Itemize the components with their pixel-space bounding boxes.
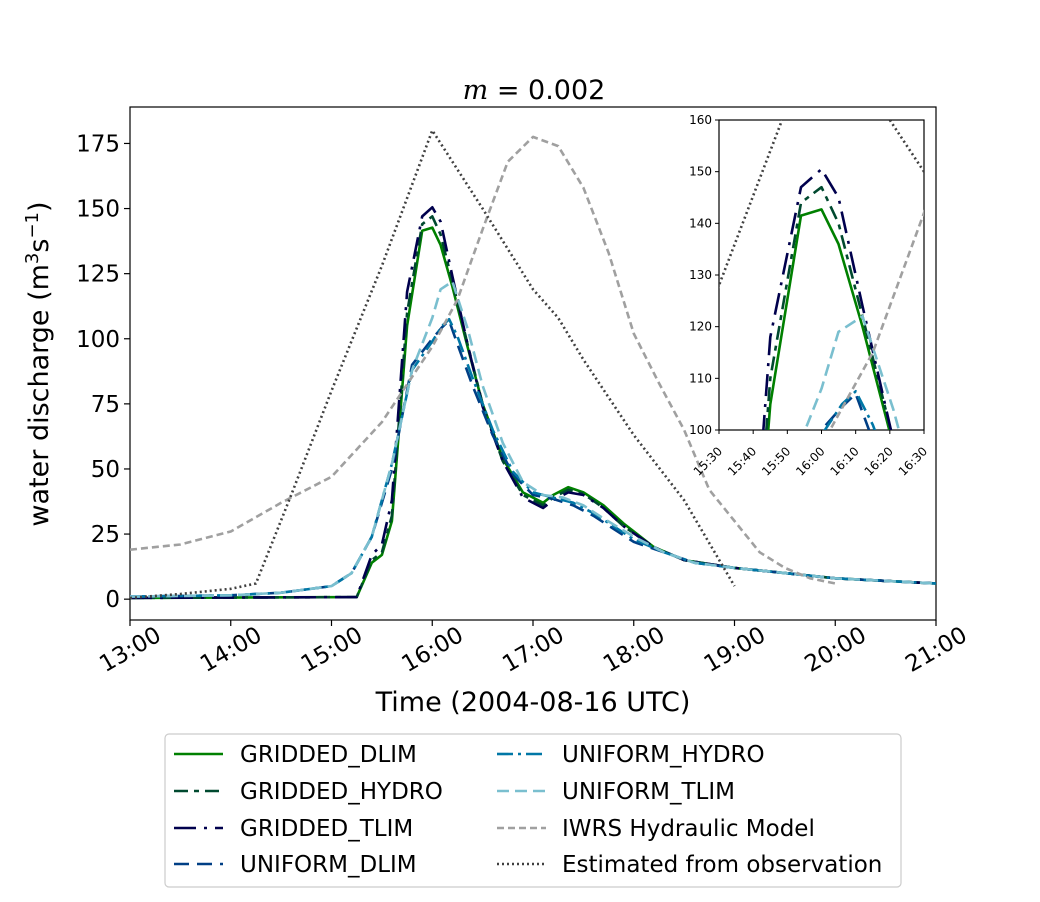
legend-label-gridded-tlim: GRIDDED_TLIM <box>240 816 413 842</box>
inset-y-tick-label: 150 <box>689 165 712 179</box>
legend-label-uniform-hydro: UNIFORM_HYDRO <box>562 742 765 768</box>
x-tick-label: 20:00 <box>801 622 871 678</box>
legend-label-uniform-dlim: UNIFORM_DLIM <box>240 852 417 878</box>
main-plot-lines <box>130 129 936 600</box>
y-axis-title-sup1: 3 <box>22 253 43 264</box>
x-tick-label: 18:00 <box>599 622 669 678</box>
main-x-axis-ticks: 13:00 14:00 15:00 16:00 17:00 18:00 19:00 20:00… <box>95 620 972 678</box>
legend-label-uniform-tlim: UNIFORM_TLIM <box>562 779 735 805</box>
y-tick-label: 50 <box>91 457 120 483</box>
legend-label-iwrs-hydraulic-model: IWRS Hydraulic Model <box>562 816 815 842</box>
inset-y-axis-ticks: 100 110 120 130 140 150 160 <box>689 113 719 437</box>
legend-label-gridded-hydro: GRIDDED_HYDRO <box>240 779 443 805</box>
x-tick-label: 21:00 <box>901 622 971 678</box>
y-tick-label: 150 <box>76 197 120 223</box>
y-axis-title-suffix: ) <box>24 201 55 212</box>
x-tick-label: 19:00 <box>700 622 770 678</box>
x-tick-label: 16:00 <box>398 622 468 678</box>
legend-box <box>164 733 902 888</box>
chart-title-equation: = 0.002 <box>488 75 605 106</box>
inset-plot-frame <box>718 119 925 431</box>
legend-label-gridded-dlim: GRIDDED_DLIM <box>240 742 417 768</box>
y-axis-title: water discharge (m3s−1) <box>22 201 55 526</box>
x-tick-label: 13:00 <box>95 622 165 678</box>
x-tick-label: 17:00 <box>498 622 568 678</box>
y-axis-title-sup2: −1 <box>22 212 43 239</box>
legend: GRIDDED_DLIM GRIDDED_HYDRO GRIDDED_TLIM UNI… <box>174 742 882 878</box>
series-line-iwrs-hydraulic-model <box>130 135 836 585</box>
x-tick-label: 14:00 <box>196 622 266 678</box>
chart-title: m = 0.002 <box>463 75 606 106</box>
series-line-uniform-dlim <box>130 319 936 598</box>
inset-y-tick-label: 130 <box>689 268 712 282</box>
y-tick-label: 100 <box>76 327 120 353</box>
legend-label-estimated-from-observation: Estimated from observation <box>562 852 882 878</box>
inset-y-tick-label: 140 <box>689 216 712 230</box>
main-y-axis-ticks: 0 25 50 75 100 125 150 175 <box>76 131 130 613</box>
y-axis-title-mid: s <box>24 239 55 253</box>
y-tick-label: 175 <box>76 131 120 157</box>
chart-title-variable: m <box>463 75 489 106</box>
y-axis-title-prefix: water discharge (m <box>24 264 55 527</box>
y-tick-label: 75 <box>91 392 120 418</box>
inset-y-tick-label: 100 <box>689 423 712 437</box>
inset-y-tick-label: 160 <box>689 113 712 127</box>
inset-y-tick-label: 110 <box>689 371 712 385</box>
x-tick-label: 15:00 <box>297 622 367 678</box>
inset-y-tick-label: 120 <box>689 320 712 334</box>
series-line-uniform-tlim <box>130 280 936 598</box>
y-tick-label: 25 <box>91 522 120 548</box>
x-axis-title: Time (2004-08-16 UTC) <box>375 687 691 718</box>
y-tick-label: 0 <box>105 587 120 613</box>
y-tick-label: 125 <box>76 262 120 288</box>
